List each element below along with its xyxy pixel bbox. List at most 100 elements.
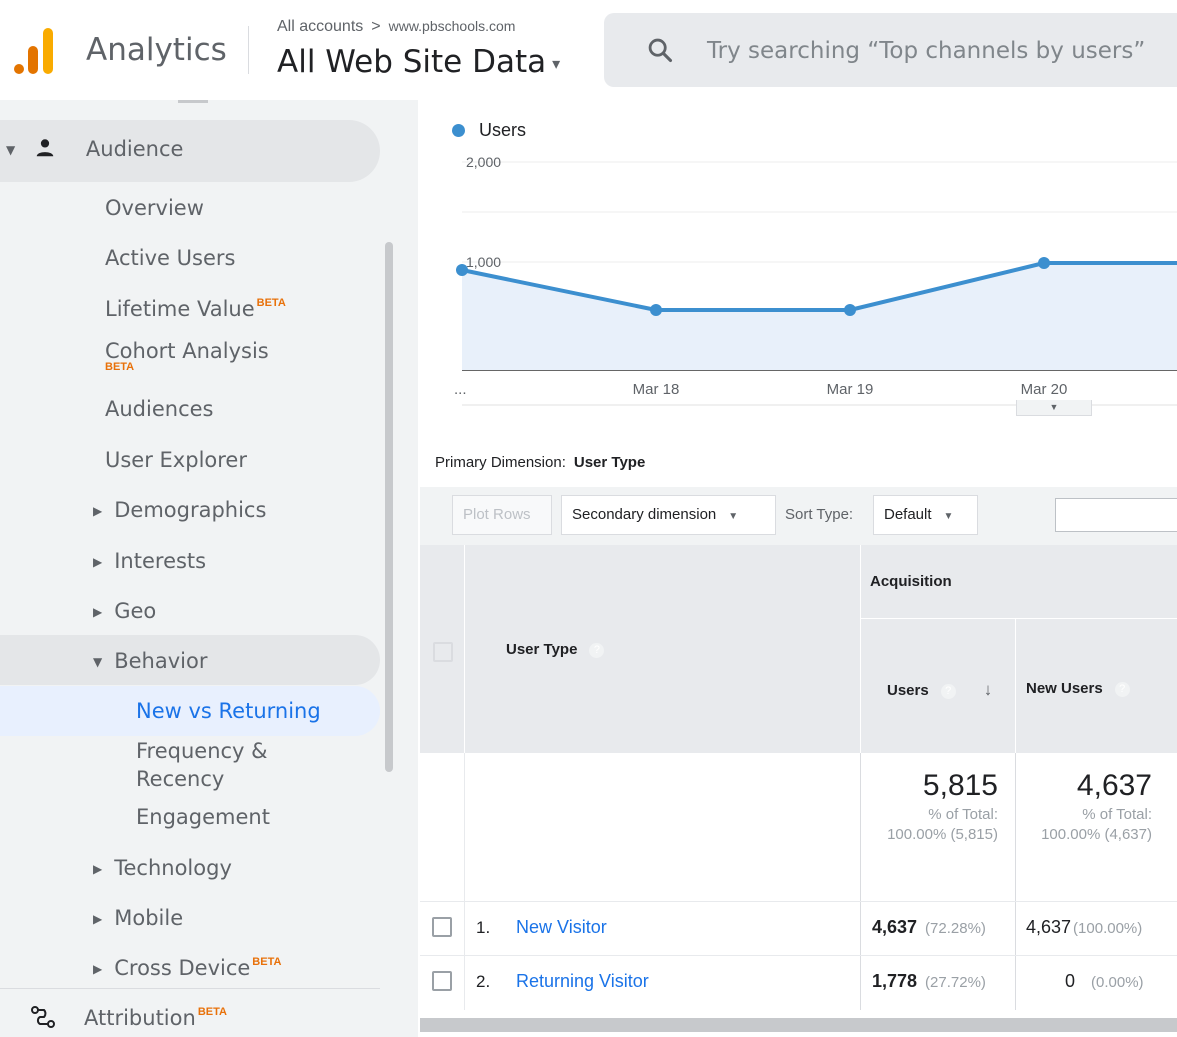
- primary-dimension: Primary Dimension: User Type: [435, 454, 645, 471]
- analytics-logo-icon[interactable]: [14, 26, 58, 74]
- cell-pct: (100.00%): [1073, 920, 1143, 937]
- series-area-users: [462, 263, 1177, 370]
- row-divider: [860, 618, 1177, 619]
- sidebar-item-label: Behavior: [114, 649, 208, 673]
- header-divider: [248, 26, 249, 74]
- top-header: Analytics All accounts > www.pbschools.com…: [0, 0, 1177, 100]
- column-divider: [464, 902, 465, 956]
- row-checkbox[interactable]: [432, 917, 452, 937]
- sort-type-dropdown[interactable]: Default ▼: [873, 495, 978, 535]
- row-checkbox[interactable]: [432, 971, 452, 991]
- sidebar: ▼ Audience Overview Active Users Lifetim…: [0, 100, 418, 1037]
- column-divider: [1015, 956, 1016, 1010]
- plot-rows-button[interactable]: Plot Rows: [452, 495, 552, 535]
- search-input[interactable]: Try searching “Top channels by users”: [707, 38, 1146, 64]
- table-filter-input[interactable]: [1055, 498, 1177, 532]
- help-icon[interactable]: ?: [589, 643, 605, 658]
- row-number: 2.: [476, 972, 491, 991]
- column-header-user-type[interactable]: User Type?: [506, 641, 605, 658]
- sidebar-item-label: Cross Device: [114, 956, 251, 980]
- sidebar-item-audience[interactable]: ▼ Audience: [6, 137, 183, 161]
- legend-swatch: [452, 124, 465, 137]
- sidebar-item-mobile[interactable]: ▶ Mobile: [93, 906, 183, 930]
- row-link-new-visitor[interactable]: New Visitor: [516, 917, 607, 937]
- column-divider: [860, 753, 861, 901]
- column-group-acquisition: Acquisition: [870, 573, 952, 590]
- sidebar-item-audiences[interactable]: Audiences: [105, 397, 214, 421]
- primary-dimension-value[interactable]: User Type: [573, 454, 646, 471]
- row-new-users: 4,637 (100.00%): [1026, 917, 1142, 938]
- sidebar-item-cohort-analysis[interactable]: Cohort Analysis: [105, 339, 269, 363]
- column-divider: [1015, 753, 1016, 901]
- cell-pct: (0.00%): [1091, 974, 1144, 991]
- table-toolbar: Plot Rows Secondary dimension ▼ Sort Type…: [420, 487, 1177, 545]
- column-header-new-users[interactable]: New Users?: [1026, 680, 1130, 697]
- search-icon: [648, 38, 673, 63]
- breadcrumb-site[interactable]: www.pbschools.com: [388, 18, 516, 34]
- x-tick-label: Mar 18: [633, 381, 680, 398]
- column-header-users[interactable]: Users? ↓: [887, 680, 992, 700]
- y-tick-label: 2,000: [466, 154, 501, 170]
- search-box[interactable]: Try searching “Top channels by users”: [604, 13, 1177, 87]
- x-tick-label: Mar 19: [827, 381, 874, 398]
- column-label: Users: [887, 682, 929, 699]
- sidebar-item-label: Recency: [136, 767, 225, 791]
- row-users: 1,778 (27.72%): [872, 971, 986, 992]
- help-icon[interactable]: ?: [940, 684, 956, 699]
- help-icon[interactable]: ?: [1114, 682, 1130, 697]
- x-tick-label: Mar 20: [1021, 381, 1068, 398]
- column-divider: [860, 956, 861, 1010]
- beta-badge: BETA: [105, 361, 135, 373]
- sidebar-item-demographics[interactable]: ▶ Demographics: [93, 498, 266, 522]
- view-title[interactable]: All Web Site Data: [277, 44, 547, 80]
- sidebar-item-label: Lifetime Value: [105, 297, 255, 321]
- sidebar-scrollbar[interactable]: [385, 242, 393, 772]
- sidebar-item-attribution[interactable]: Attribution BETA: [30, 1005, 227, 1030]
- dropdown-label: Secondary dimension: [572, 506, 717, 523]
- column-divider: [860, 902, 861, 956]
- breadcrumb[interactable]: All accounts > www.pbschools.com: [277, 18, 515, 36]
- row-users: 4,637 (72.28%): [872, 917, 986, 938]
- sort-descending-arrow-icon[interactable]: ↓: [983, 680, 993, 699]
- data-point-users: [1038, 257, 1050, 269]
- dropdown-caret-icon: ▼: [728, 511, 739, 522]
- collapsed-triangle-icon: ▶: [93, 555, 103, 569]
- sidebar-item-overview[interactable]: Overview: [105, 196, 204, 220]
- select-all-checkbox[interactable]: [433, 642, 453, 662]
- total-users: 5,815: [922, 769, 998, 802]
- table-header: User Type? Acquisition Users? ↓ New Users…: [420, 545, 1177, 753]
- view-selector[interactable]: All Web Site Data ▾: [277, 44, 560, 80]
- sidebar-item-engagement[interactable]: Engagement: [136, 805, 270, 829]
- sidebar-item-technology[interactable]: ▶ Technology: [93, 856, 232, 880]
- sidebar-item-behavior[interactable]: ▼ Behavior: [93, 649, 207, 673]
- beta-badge: BETA: [256, 297, 286, 309]
- breadcrumb-account[interactable]: All accounts: [277, 18, 364, 35]
- table-horizontal-scrollbar[interactable]: [420, 1018, 1177, 1032]
- row-number: 1.: [476, 918, 491, 937]
- chart-collapse-handle[interactable]: ▼: [1016, 400, 1092, 416]
- sidebar-item-behavior-bg: [0, 635, 380, 685]
- row-new-users: 0 (0.00%): [1065, 971, 1144, 992]
- pct-value: 100.00% (4,637): [1041, 826, 1152, 843]
- secondary-dimension-dropdown[interactable]: Secondary dimension ▼: [561, 495, 776, 535]
- sidebar-item-frequency-recency[interactable]: Frequency & Recency: [136, 739, 268, 791]
- pct-value: 100.00% (5,815): [887, 826, 998, 843]
- column-divider: [464, 545, 465, 753]
- cell-value: 0: [1065, 971, 1076, 991]
- chart-legend[interactable]: Users: [452, 120, 526, 141]
- dropdown-caret-icon: ▾: [552, 54, 561, 73]
- sidebar-item-geo[interactable]: ▶ Geo: [93, 599, 156, 623]
- sidebar-item-cross-device[interactable]: ▶ Cross Device BETA: [93, 956, 281, 980]
- sidebar-item-label: Demographics: [114, 498, 267, 522]
- sidebar-item-user-explorer[interactable]: User Explorer: [105, 448, 247, 472]
- sidebar-item-lifetime-value[interactable]: Lifetime Value BETA: [105, 297, 286, 321]
- row-link-returning-visitor[interactable]: Returning Visitor: [516, 971, 649, 991]
- sidebar-item-new-vs-returning[interactable]: New vs Returning: [136, 699, 321, 723]
- sidebar-item-interests[interactable]: ▶ Interests: [93, 549, 206, 573]
- sidebar-item-active-bg: [0, 686, 380, 736]
- collapsed-triangle-icon: ▶: [93, 605, 103, 619]
- sidebar-item-label: Attribution: [84, 1006, 196, 1030]
- beta-badge: BETA: [252, 956, 282, 968]
- expand-triangle-icon: ▼: [6, 143, 16, 157]
- sidebar-item-active-users[interactable]: Active Users: [105, 246, 236, 270]
